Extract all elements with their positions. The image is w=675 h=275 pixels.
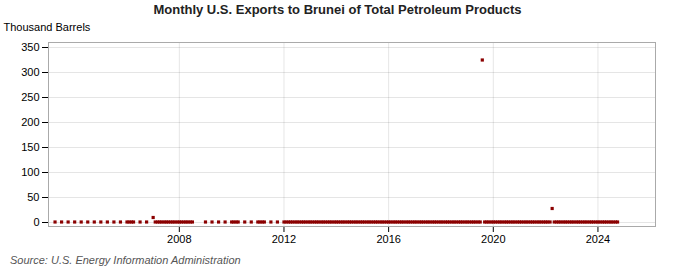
html-text:Monthly U.S. Exports to Brunei: Monthly U.S. Exports to Brunei of Total … bbox=[153, 2, 522, 17]
svg-text:150: 150 bbox=[21, 141, 39, 153]
svg-text:350: 350 bbox=[21, 41, 39, 53]
svg-text:2020: 2020 bbox=[481, 233, 505, 245]
svg-text:50: 50 bbox=[27, 191, 39, 203]
svg-text:100: 100 bbox=[21, 166, 39, 178]
svg-text:300: 300 bbox=[21, 66, 39, 78]
svg-text:0: 0 bbox=[33, 216, 39, 228]
svg-text:2024: 2024 bbox=[586, 233, 610, 245]
html-text:Source: U.S. Energy Informatio: Source: U.S. Energy Information Administ… bbox=[10, 254, 241, 266]
svg-text:2008: 2008 bbox=[167, 233, 191, 245]
svg-text:2016: 2016 bbox=[376, 233, 400, 245]
svg-text:Thousand Barrels: Thousand Barrels bbox=[4, 21, 91, 33]
svg-text:250: 250 bbox=[21, 91, 39, 103]
svg-text:2012: 2012 bbox=[272, 233, 296, 245]
svg-text:200: 200 bbox=[21, 116, 39, 128]
